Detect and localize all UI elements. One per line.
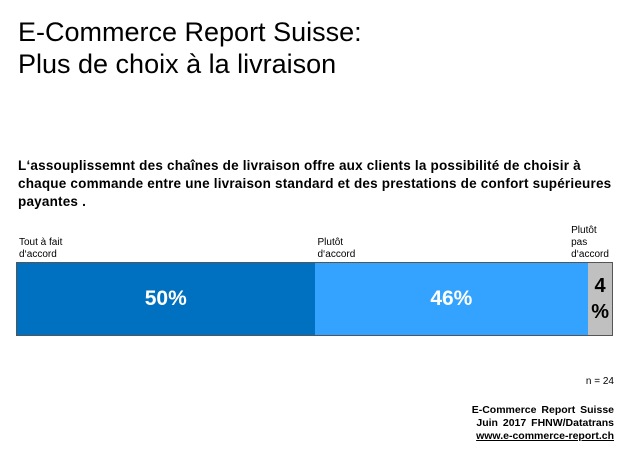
data-label: 4%	[591, 275, 609, 323]
page-title: E-Commerce Report Suisse: Plus de choix …	[18, 17, 362, 79]
bar-segment-3: 4%	[588, 263, 612, 335]
bar-segment-2: 46%	[314, 263, 589, 335]
data-label: 46%	[430, 287, 473, 310]
category-label: Plutôt d‘accord	[317, 237, 356, 260]
bar-segment-1: 50%	[17, 263, 315, 335]
sample-size: n = 24	[585, 376, 614, 387]
source-link[interactable]: www.e-commerce-report.ch	[476, 430, 614, 442]
survey-question: L‘assouplissemnt des chaînes de livraiso…	[18, 158, 612, 209]
stacked-bar: 50% 46% 4%	[16, 262, 613, 336]
source-note: E-Commerce Report Suisse Juin 2017 FHNW/…	[471, 404, 614, 442]
category-label: Tout à fait d‘accord	[19, 237, 63, 260]
category-label: Plutôt pas d‘accord	[571, 225, 609, 260]
data-label: 50%	[144, 287, 187, 310]
